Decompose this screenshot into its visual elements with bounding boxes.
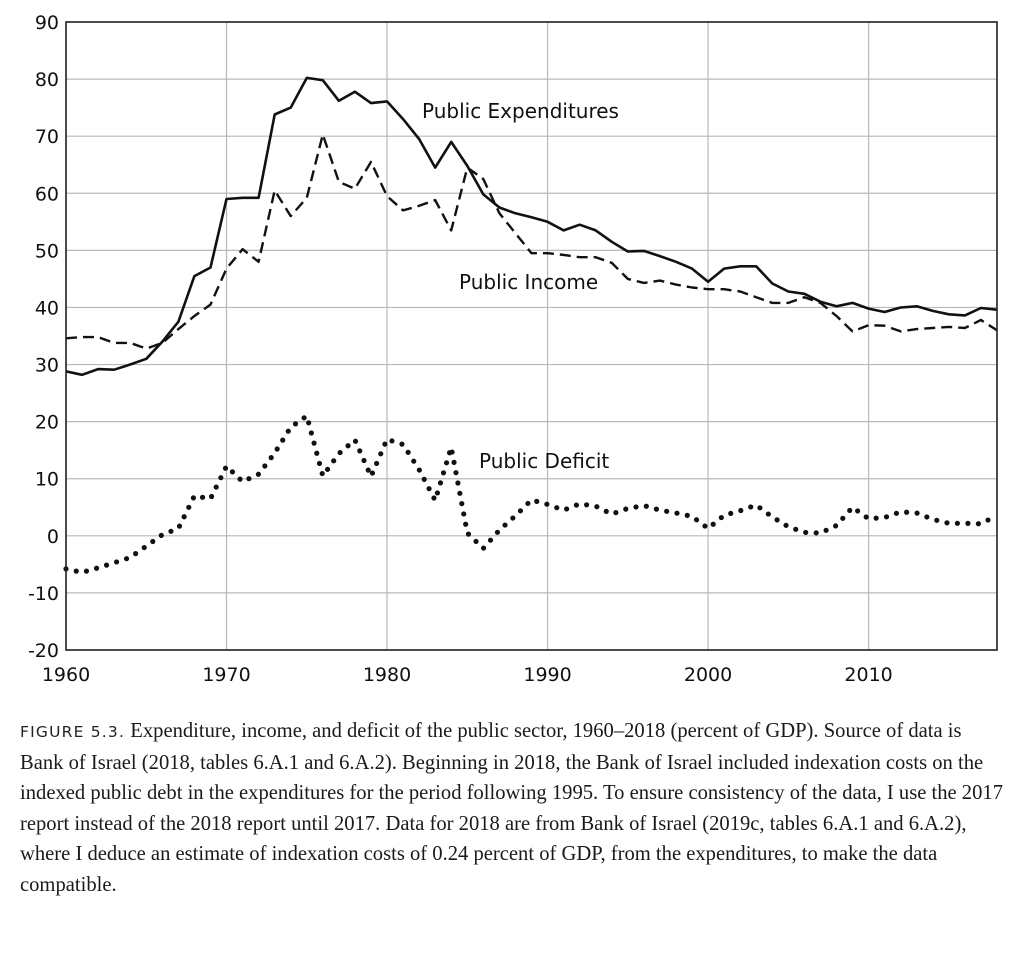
y-axis-ticks: -20 -10 0 10 20 30 40 50 60 70 80 90 (28, 12, 59, 662)
label-public-income: Public Income (459, 270, 598, 294)
y-tick-label: -20 (28, 640, 59, 662)
label-public-expenditures: Public Expenditures (422, 99, 619, 123)
y-tick-label: 20 (35, 412, 59, 434)
y-tick-label: 10 (35, 469, 59, 491)
plot-frame (65, 21, 998, 651)
y-tick-label: 0 (47, 526, 59, 548)
y-tick-label: 30 (35, 355, 59, 377)
y-tick-label: 90 (35, 12, 59, 34)
label-public-deficit: Public Deficit (479, 449, 609, 473)
series-line-public-deficit (63, 413, 1000, 575)
figure-caption: FIGURE 5.3. Expenditure, income, and def… (20, 716, 1010, 900)
y-tick-label: 80 (35, 69, 59, 91)
y-tick-label: 40 (35, 297, 59, 319)
x-tick-label: 2010 (844, 664, 892, 686)
x-axis-ticks: 1960 1970 1980 1990 2000 2010 (42, 664, 893, 686)
series-lines (63, 76, 1000, 575)
x-tick-label: 2000 (684, 664, 732, 686)
y-tick-label: 60 (35, 183, 59, 205)
x-tick-label: 1990 (523, 664, 571, 686)
caption-text: Expenditure, income, and deficit of the … (20, 720, 1003, 896)
y-tick-label: 70 (35, 126, 59, 148)
y-tick-label: -10 (28, 583, 59, 605)
x-tick-label: 1970 (202, 664, 250, 686)
figure-label: FIGURE 5.3. (20, 723, 126, 741)
series-line-public-income (65, 133, 998, 350)
x-tick-label: 1960 (42, 664, 90, 686)
x-tick-label: 1980 (363, 664, 411, 686)
y-tick-label: 50 (35, 240, 59, 262)
series-line-public-expenditures (65, 76, 998, 377)
